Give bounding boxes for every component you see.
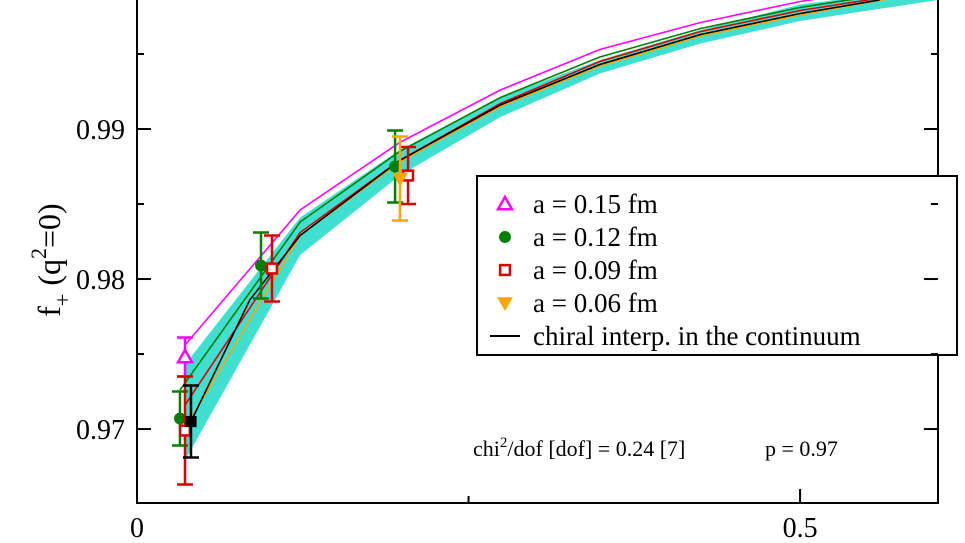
legend: a = 0.15 fma = 0.12 fma = 0.09 fma = 0.0…: [476, 175, 958, 356]
fit-curve: [184, 0, 816, 346]
marker: [255, 259, 267, 272]
legend-label: a = 0.06 fm: [533, 288, 658, 318]
marker: [497, 297, 513, 312]
plot-area: [171, 0, 938, 486]
y-tick-label: 0.97: [76, 415, 125, 446]
fit-curve: [179, 0, 854, 391]
fit-curve: [190, 0, 880, 422]
marker: [499, 231, 511, 243]
legend-label: chiral interp. in the continuum: [533, 321, 861, 351]
marker: [185, 415, 197, 428]
legend-label: a = 0.15 fm: [533, 189, 658, 219]
marker: [265, 262, 279, 275]
marker: [392, 172, 408, 187]
marker: [495, 194, 515, 211]
marker: [498, 263, 512, 277]
legend-label: a = 0.12 fm: [533, 222, 658, 252]
legend-label: a = 0.09 fm: [533, 255, 658, 285]
y-axis-label: f+ (q2=0): [26, 203, 75, 316]
annotation: chi2/dof [dof] = 0.24 [7] p = 0.97: [473, 435, 838, 461]
marker: [389, 160, 402, 173]
marker: [174, 412, 186, 425]
x-tick-label: 0: [130, 513, 144, 543]
fit-curve: [184, 0, 873, 406]
legend-box: [476, 175, 958, 356]
marker: [175, 347, 195, 364]
x-tick-label: 0.5: [783, 513, 818, 543]
y-tick-label: 0.98: [76, 265, 125, 296]
y-tick-label: 0.99: [76, 115, 125, 146]
